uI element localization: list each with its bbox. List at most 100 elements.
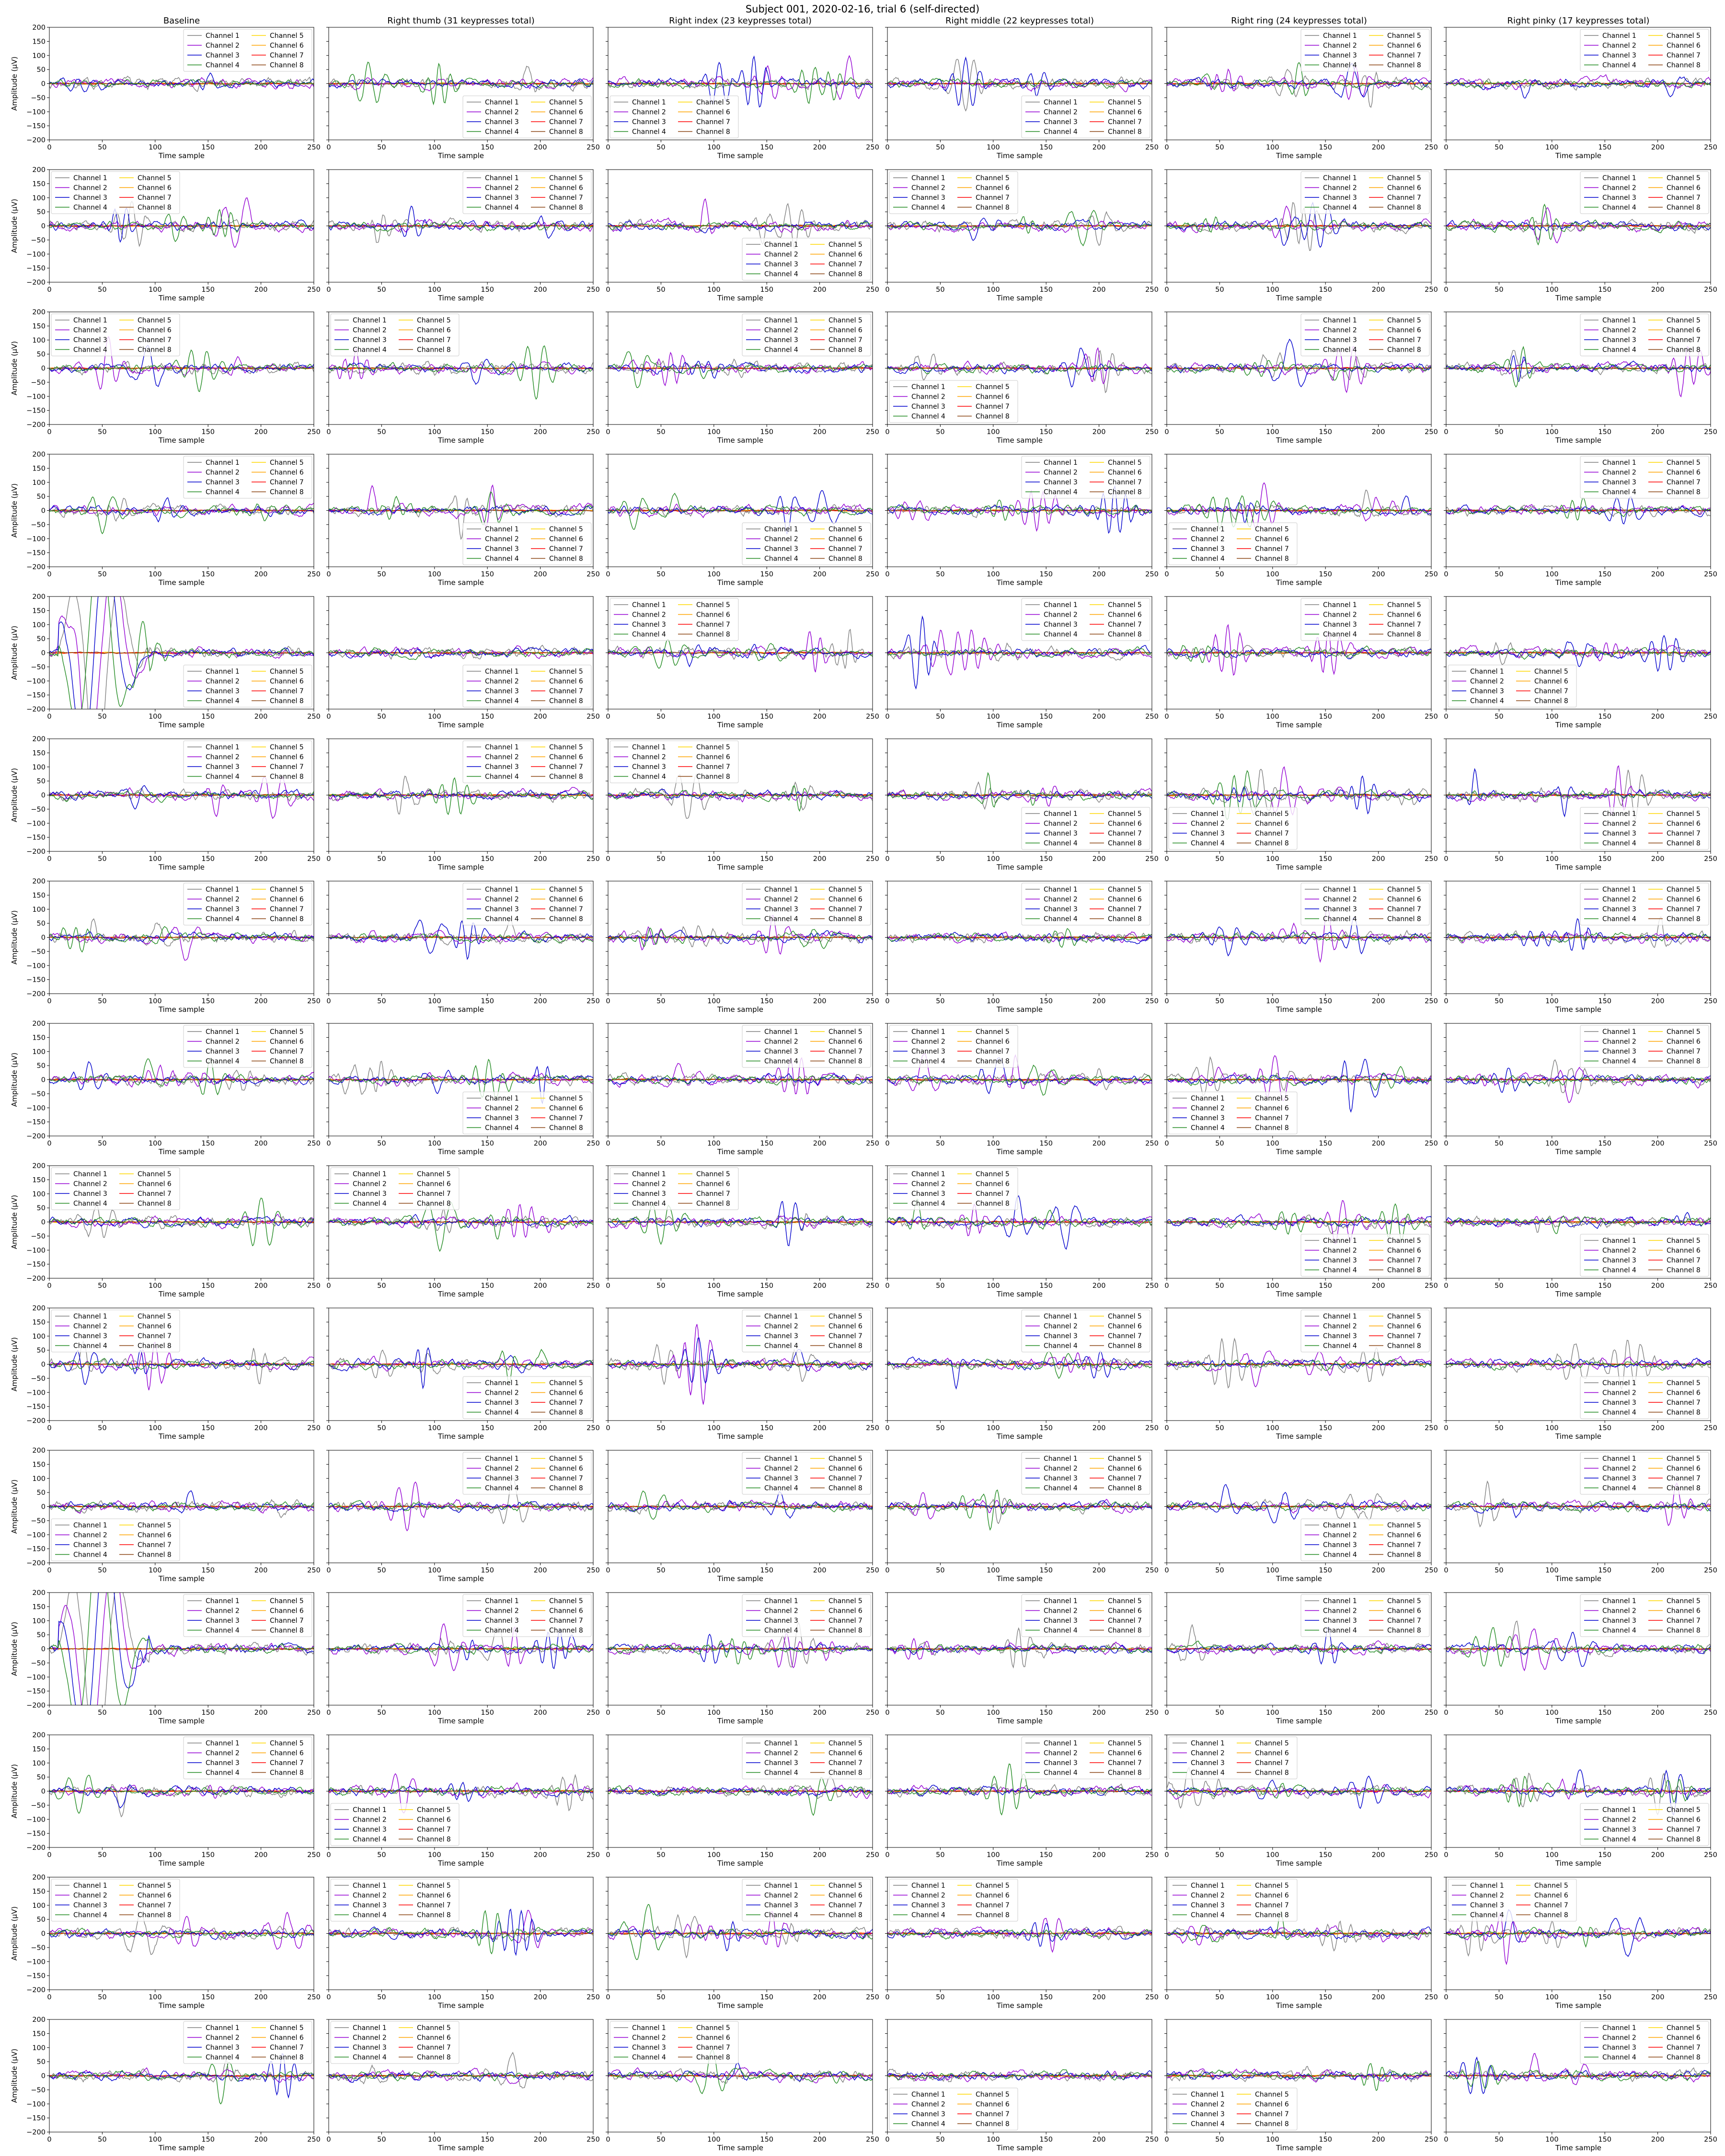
legend-entry: Channel 4 [1602, 489, 1636, 496]
series-lines [329, 345, 593, 400]
series-lines [887, 772, 1152, 810]
x-tick-label: 250 [866, 571, 879, 578]
x-axis-label: Time sample [717, 1005, 763, 1014]
line-channel-4 [1167, 62, 1431, 96]
legend-entry: Channel 2 [1044, 469, 1078, 477]
x-tick-label: 250 [866, 1851, 879, 1859]
legend-entry: Channel 4 [1323, 204, 1357, 212]
legend-entry: Channel 7 [828, 1759, 862, 1767]
series-lines [329, 484, 593, 540]
legend-entry: Channel 8 [976, 1058, 1010, 1066]
legend-entry: Channel 5 [1667, 32, 1701, 40]
legend-entry: Channel 8 [1108, 1342, 1142, 1350]
legend-entry: Channel 4 [1602, 1267, 1636, 1274]
line-channel-8 [887, 1505, 1152, 1508]
legend-entry: Channel 8 [828, 1058, 862, 1066]
x-tick-label: 150 [201, 713, 215, 721]
legend-entry: Channel 3 [764, 1048, 798, 1055]
x-axis-label: Time sample [437, 1432, 484, 1441]
x-tick-label: 0 [885, 1994, 889, 2001]
legend-entry: Channel 2 [485, 1607, 519, 1615]
legend-entry: Channel 1 [1602, 32, 1636, 40]
legend-entry: Channel 4 [485, 204, 519, 212]
legend-entry: Channel 4 [1602, 1058, 1636, 1066]
legend-entry: Channel 2 [911, 2101, 945, 2109]
legend-entry: Channel 1 [632, 2024, 666, 2032]
x-tick-label: 0 [1164, 2136, 1169, 2144]
x-tick-label: 50 [1495, 1282, 1503, 1290]
x-tick-label: 250 [586, 998, 600, 1005]
x-tick-label: 200 [254, 571, 268, 578]
legend-entry: Channel 1 [353, 1806, 387, 1814]
y-tick-label: 50 [37, 351, 46, 358]
x-tick-label: 150 [481, 1282, 494, 1290]
line-channel-1 [1446, 505, 1711, 517]
x-tick-label: 100 [1266, 855, 1279, 863]
x-axis-label: Time sample [1555, 1717, 1601, 1725]
y-tick-label: 0 [41, 1219, 46, 1227]
series-lines [608, 629, 873, 673]
legend-entry: Channel 3 [353, 1826, 387, 1834]
y-tick-label: −200 [26, 990, 46, 998]
legend-entry: Channel 8 [417, 1200, 451, 1208]
x-axis-label: Time sample [996, 436, 1043, 445]
legend-entry: Channel 3 [73, 336, 107, 344]
legend-entry: Channel 4 [1044, 1769, 1078, 1777]
legend-box [1168, 522, 1298, 565]
line-channel-4 [49, 1775, 314, 1814]
x-tick-label: 250 [866, 855, 879, 863]
legend-entry: Channel 6 [549, 536, 583, 543]
y-axis-label: Amplitude (µV) [10, 1337, 19, 1391]
legend-entry: Channel 8 [138, 1551, 172, 1559]
legend-entry: Channel 3 [485, 194, 519, 202]
line-channel-3 [1167, 1059, 1431, 1113]
line-channel-3 [1446, 220, 1711, 232]
legend-entry: Channel 7 [1108, 906, 1142, 913]
line-channel-1 [608, 2068, 873, 2084]
x-tick-label: 50 [656, 1851, 665, 1859]
x-tick-label: 100 [428, 1709, 441, 1717]
series-lines [49, 1057, 314, 1096]
x-tick-label: 250 [866, 428, 879, 436]
legend-entry: Channel 5 [417, 1806, 451, 1814]
legend-entry: Channel 7 [1108, 1759, 1142, 1767]
line-channel-4 [608, 1359, 873, 1370]
legend-entry: Channel 7 [417, 1190, 451, 1198]
legend-entry: Channel 2 [206, 1038, 240, 1046]
y-tick-label: 150 [32, 1745, 46, 1753]
line-channel-3 [608, 55, 873, 108]
x-tick-label: 150 [1319, 1140, 1332, 1147]
line-channel-3 [329, 1781, 593, 1802]
line-channel-1 [1167, 2066, 1431, 2083]
line-channel-4 [1446, 345, 1711, 388]
legend-entry: Channel 3 [1470, 688, 1504, 695]
legend-entry: Channel 1 [911, 1882, 945, 1890]
legend-entry: Channel 6 [1108, 1465, 1142, 1473]
legend-entry: Channel 8 [1667, 489, 1701, 496]
legend-entry: Channel 8 [549, 773, 583, 781]
x-tick-label: 50 [1495, 1994, 1503, 2001]
line-channel-3 [1167, 2071, 1431, 2080]
legend-entry: Channel 6 [138, 184, 172, 192]
y-tick-label: 200 [32, 735, 46, 743]
legend-entry: Channel 6 [417, 1892, 451, 1900]
line-channel-2 [887, 1638, 1152, 1660]
x-axis-label: Time sample [1276, 151, 1322, 160]
legend-box [1580, 171, 1709, 214]
y-tick-label: −150 [26, 692, 46, 700]
legend-entry: Channel 8 [1667, 1409, 1701, 1417]
legend-entry: Channel 7 [976, 1902, 1010, 1909]
legend-entry: Channel 4 [1602, 62, 1636, 69]
x-tick-label: 100 [987, 713, 1000, 721]
line-channel-3 [1167, 1775, 1431, 1809]
